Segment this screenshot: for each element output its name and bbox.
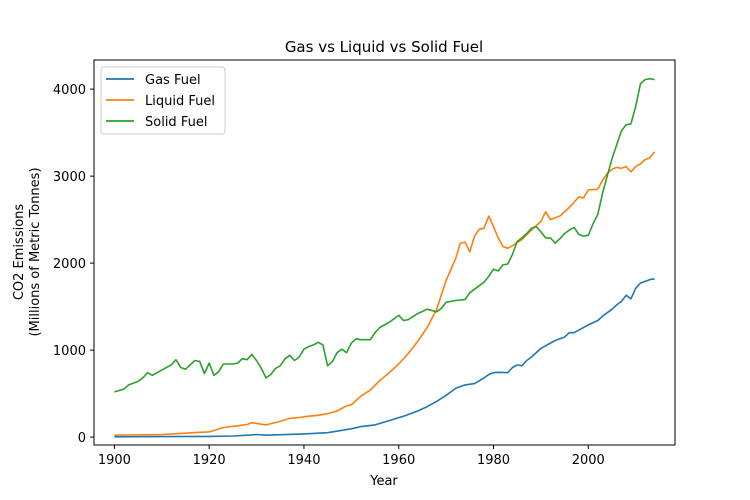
legend: Gas Fuel Liquid Fuel Solid Fuel [100,66,226,135]
x-axis-label: Year [369,474,398,489]
series-line-0 [114,278,655,438]
x-axis: 1900 1920 1940 1960 1980 2000 [98,445,605,468]
series-line-1 [114,151,656,436]
plot-area [114,77,656,438]
legend-box [100,66,226,135]
y-axis: 0 1000 2000 3000 4000 [53,83,94,446]
y-axis-label-line2: (Millions of Metric Tonnes) [28,167,43,336]
x-tick-label: 1980 [477,453,510,468]
y-tick-label: 2000 [53,257,86,272]
x-tick-label: 1940 [287,453,320,468]
legend-label-1: Liquid Fuel [145,94,215,109]
x-tick-label: 1960 [382,453,415,468]
chart-title: Gas vs Liquid vs Solid Fuel [285,38,483,56]
axes-frame [93,59,676,446]
x-tick-label: 1900 [98,453,131,468]
legend-label-2: Solid Fuel [145,115,207,130]
y-tick-label: 1000 [53,344,86,359]
legend-label-0: Gas Fuel [145,73,201,88]
x-tick-label: 2000 [572,453,605,468]
x-tick-label: 1920 [193,453,226,468]
y-tick-label: 3000 [53,170,86,185]
y-tick-label: 0 [78,431,86,446]
y-tick-label: 4000 [53,83,86,98]
y-axis-label-line1: CO2 Emissions [12,204,27,301]
series-line-2 [114,77,655,393]
